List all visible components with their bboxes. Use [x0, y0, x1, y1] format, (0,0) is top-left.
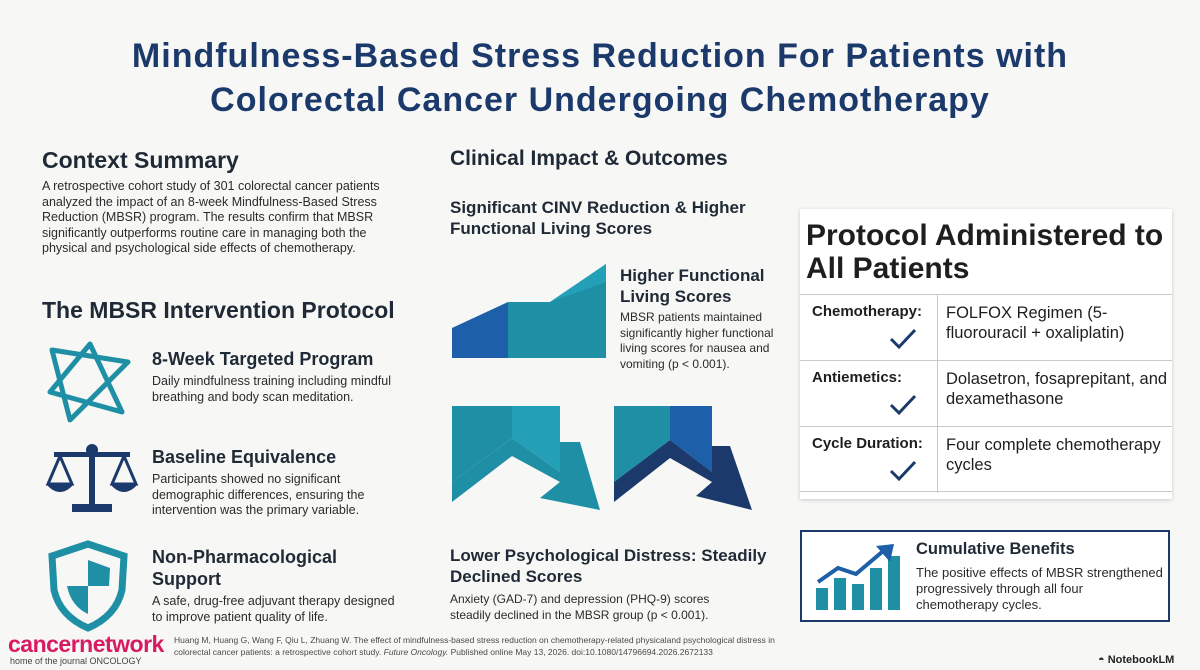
intervention-heading: The MBSR Intervention Protocol	[42, 297, 395, 323]
citation: Huang M, Huang G, Wang F, Qiu L, Zhuang …	[174, 634, 794, 658]
cumulative-card: Cumulative Benefits The positive effects…	[800, 530, 1170, 622]
row-divider	[937, 361, 938, 427]
distress-title: Lower Psychological Distress: Steadily D…	[450, 546, 767, 586]
protocol-row-cycle-duration: Cycle Duration: Four complete chemothera…	[800, 426, 1172, 493]
functional-title: Higher Functional Living Scores	[620, 266, 765, 306]
protocol-card: Protocol Administered to All Patients Ch…	[800, 209, 1172, 499]
declining-arrow-icon-2	[614, 406, 752, 510]
protocol-value: Dolasetron, fosaprepitant, and dexametha…	[946, 370, 1168, 408]
star-knot-icon	[47, 341, 131, 423]
row-divider	[937, 427, 938, 493]
cancernetwork-logo[interactable]: cancernetwork home of the journal ONCOLO…	[8, 632, 164, 666]
row-divider	[937, 295, 938, 361]
balance-scale-icon	[45, 444, 139, 512]
context-heading: Context Summary	[42, 147, 239, 173]
context-text: A retrospective cohort study of 301 colo…	[42, 179, 380, 255]
baseline-text: Participants showed no significant demog…	[152, 472, 365, 517]
growth-chart-icon	[816, 544, 900, 610]
program-text: Daily mindfulness training including min…	[152, 374, 392, 404]
checkmark-icon	[889, 394, 917, 416]
citation-details: Published online May 13, 2026. doi:10.10…	[450, 647, 713, 657]
protocol-row-chemotherapy: Chemotherapy: FOLFOX Regimen (5-fluorour…	[800, 294, 1172, 361]
title-line-2: Colorectal Cancer Undergoing Chemotherap…	[210, 81, 990, 119]
notebooklm-brand: ◓ NotebookLM	[1098, 654, 1174, 666]
protocol-title: Protocol Administered to All Patients	[806, 219, 1164, 285]
protocol-table: Chemotherapy: FOLFOX Regimen (5-fluorour…	[800, 294, 1172, 493]
non-pharm-title: Non-Pharmacological Support	[152, 547, 338, 589]
logo-sub-text: home of the journal ONCOLOGY	[10, 656, 142, 666]
declining-arrow-icon-1	[452, 406, 600, 510]
logo-main-text: cancernetwork	[8, 631, 164, 657]
clinical-heading: Clinical Impact & Outcomes	[450, 147, 728, 170]
checkmark-icon	[889, 460, 917, 482]
protocol-row-antiemetics: Antiemetics: Dolasetron, fosaprepitant, …	[800, 360, 1172, 427]
citation-text: Huang M, Huang G, Wang F, Qiu L, Zhuang …	[174, 635, 775, 657]
citation-journal: Future Oncology.	[383, 647, 449, 657]
distress-text: Anxiety (GAD-7) and depression (PHQ-9) s…	[450, 592, 710, 622]
cinv-subheading: Significant CINV Reduction & Higher Func…	[450, 198, 746, 238]
protocol-value: FOLFOX Regimen (5-fluorouracil + oxalipl…	[946, 304, 1125, 342]
protocol-value: Four complete chemotherapy cycles	[946, 436, 1161, 474]
notebooklm-icon: ◓	[1098, 654, 1105, 666]
title-line-1: Mindfulness-Based Stress Reduction For P…	[131, 37, 1069, 75]
checkmark-icon	[889, 328, 917, 350]
functional-text: MBSR patients maintained significantly h…	[620, 310, 774, 371]
protocol-label: Chemotherapy:	[812, 303, 923, 320]
rising-shape-icon	[452, 264, 606, 358]
non-pharm-text: A safe, drug-free adjuvant therapy desig…	[152, 594, 395, 624]
program-title: 8-Week Targeted Program	[152, 349, 374, 369]
cumulative-text: The positive effects of MBSR strengthene…	[916, 565, 1163, 612]
page-title: Mindfulness-Based Stress Reduction For P…	[0, 34, 1200, 122]
cumulative-title: Cumulative Benefits	[916, 540, 1075, 558]
shield-icon	[48, 540, 128, 632]
protocol-label: Cycle Duration:	[812, 435, 923, 452]
notebooklm-text: NotebookLM	[1107, 654, 1175, 666]
protocol-label: Antiemetics:	[812, 369, 903, 386]
baseline-title: Baseline Equivalence	[152, 447, 337, 467]
